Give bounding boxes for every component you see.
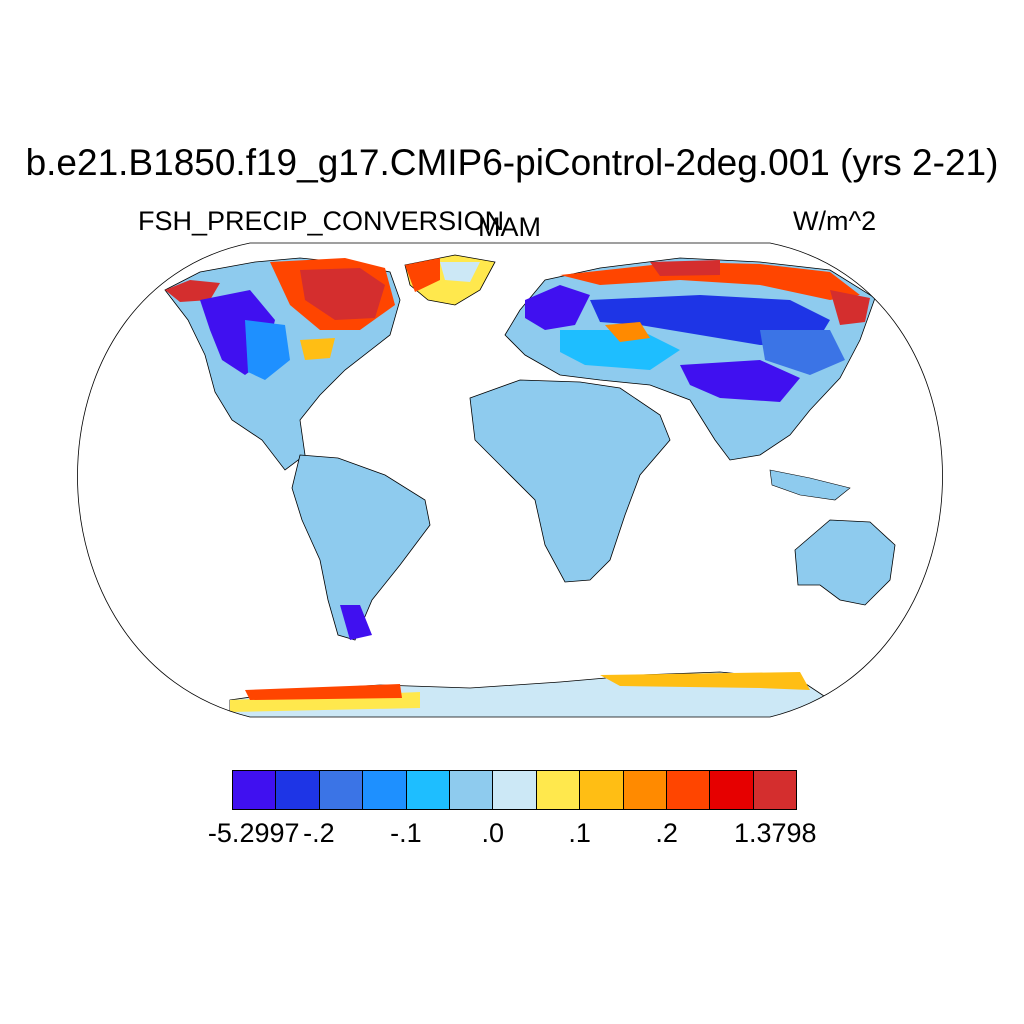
- colorbar-swatch: [753, 771, 797, 809]
- patch-russia-lightblue: [560, 330, 680, 370]
- patch-greenland-ice: [440, 262, 480, 282]
- indonesia-land: [769, 469, 851, 501]
- colorbar-tick-label: .0: [481, 818, 505, 848]
- colorbar-swatch: [580, 771, 624, 809]
- season-label: MAM: [478, 212, 541, 242]
- colorbar-swatch: [449, 771, 494, 809]
- colorbar-swatch: [536, 771, 581, 809]
- patch-siberia-north: [560, 262, 860, 300]
- patch-na-mid: [245, 320, 290, 380]
- patch-europe-north: [525, 285, 590, 330]
- patch-centralasia-blue: [680, 360, 800, 402]
- colorbar-tick-label: .1: [568, 818, 591, 848]
- colorbar-swatch: [406, 771, 450, 809]
- colorbar-swatch: [233, 771, 277, 809]
- globe-outline: [77, 242, 943, 718]
- patch-siberia-red: [650, 260, 720, 276]
- patch-mongolia-blue: [760, 330, 845, 375]
- colorbar-swatch: [319, 771, 364, 809]
- patch-na-east: [300, 338, 335, 360]
- colorbar-tick-label: -.2: [303, 818, 335, 848]
- colorbar-tick-label: -5.2997: [207, 818, 300, 848]
- colorbar-swatch: [623, 771, 667, 809]
- patch-greenland-top: [405, 258, 440, 292]
- australia-land: [794, 519, 896, 606]
- colorbar-swatch: [276, 771, 320, 809]
- colorbar-swatch: [493, 771, 537, 809]
- colorbar: [232, 770, 797, 810]
- patch-russia-orange: [605, 322, 650, 342]
- colorbar-tick-label: .2: [655, 818, 678, 848]
- colorbar-tick-label: -.1: [390, 818, 422, 848]
- patch-patagonia-blue: [340, 605, 372, 640]
- colorbar-tick-label: 1.3798: [733, 818, 817, 848]
- africa-land: [469, 379, 671, 583]
- patch-alaska: [165, 280, 220, 302]
- patch-na-north-dark: [300, 268, 385, 320]
- patch-antarctica-red: [245, 684, 402, 700]
- colorbar-swatch: [710, 771, 754, 809]
- patch-fareast-red: [830, 290, 870, 325]
- variable-label: FSH_PRECIP_CONVERSION: [138, 206, 505, 236]
- colorbar-swatch: [363, 771, 407, 809]
- colorbar-swatch: [666, 771, 711, 809]
- units-label: W/m^2: [793, 206, 877, 236]
- patch-antarctica-east: [600, 672, 810, 690]
- plot-title: b.e21.B1850.f19_g17.CMIP6-piControl-2deg…: [25, 142, 999, 183]
